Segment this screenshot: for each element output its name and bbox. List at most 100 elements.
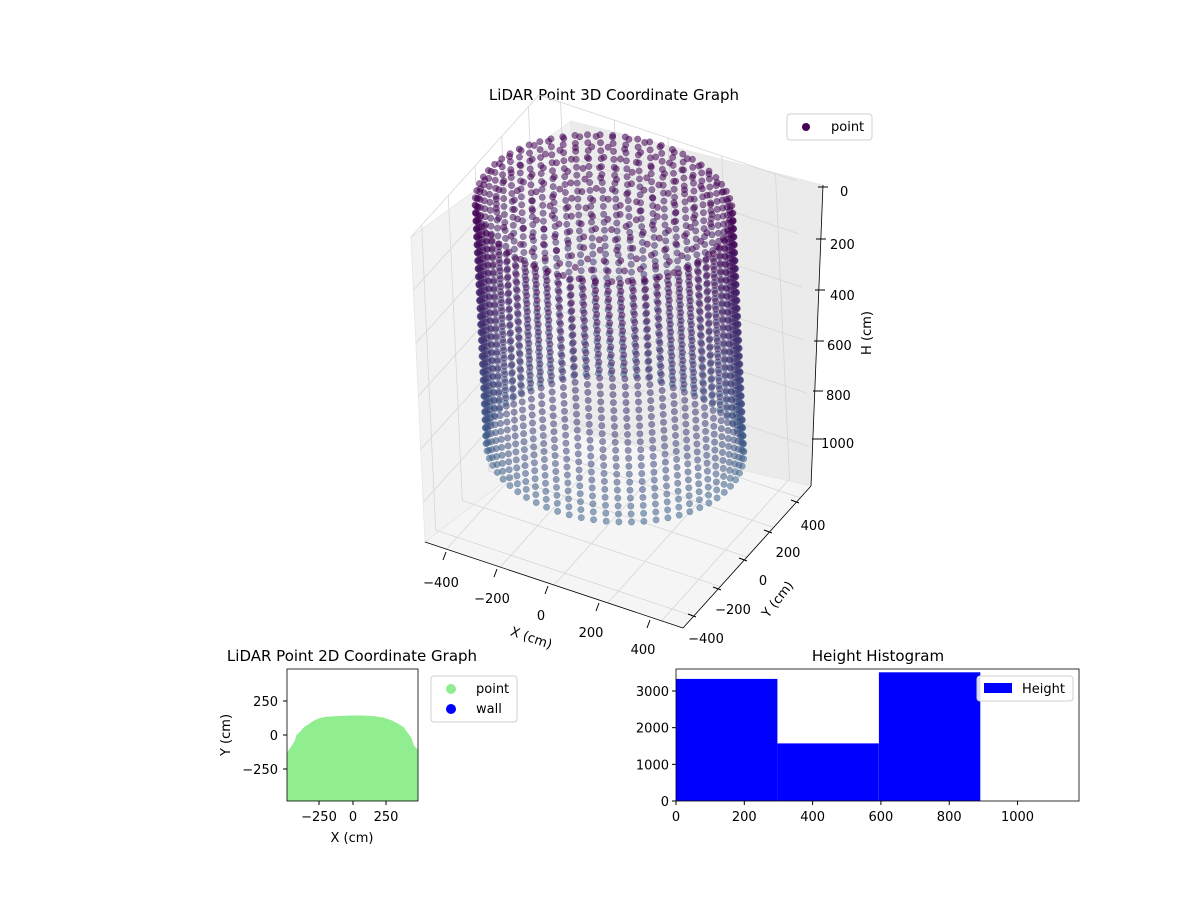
legend-3d: point (786, 113, 873, 141)
data-point-3d (495, 396, 503, 404)
data-point-3d (703, 467, 711, 475)
data-point-3d (646, 381, 654, 389)
data-point-3d (688, 337, 696, 344)
data-point-3d (670, 408, 678, 416)
x-axis-line (424, 541, 684, 629)
data-point-3d (642, 285, 649, 293)
data-point-3d (548, 380, 556, 388)
data-point-3d (582, 349, 590, 357)
data-point-3d (582, 357, 590, 365)
data-point-3d (530, 459, 538, 467)
data-point-3d (581, 333, 589, 341)
data-point-3d (678, 252, 686, 260)
data-point-3d (666, 312, 674, 320)
data-point-3d (575, 458, 583, 466)
data-point-3d (532, 280, 540, 288)
data-point-3d (652, 508, 660, 516)
data-point-3d (548, 211, 556, 219)
data-point-3d (625, 135, 633, 143)
data-point-3d (488, 237, 496, 244)
data-point-3d (521, 260, 529, 268)
data-point-3d (656, 143, 664, 151)
data-point-3d (611, 438, 619, 446)
data-point-3d (566, 227, 574, 235)
data-point-3d (712, 462, 720, 470)
data-point-3d (672, 208, 680, 216)
data-point-3d (721, 363, 729, 371)
data-point-3d (705, 327, 713, 335)
data-point-3d (531, 475, 539, 483)
data-point-3d (527, 379, 535, 387)
data-point-3d (703, 271, 711, 279)
data-point-3d (493, 340, 501, 348)
data-point-3d (587, 468, 595, 476)
data-point-3d (622, 157, 630, 165)
data-point-3d (729, 209, 737, 217)
data-point-3d (491, 292, 499, 300)
data-point-3d (628, 168, 636, 176)
data-point-3d (588, 234, 596, 242)
data-point-3d (724, 419, 732, 427)
data-point-3d (635, 414, 643, 422)
data-point-3d (508, 360, 516, 368)
data-point-3d (628, 180, 635, 188)
data-point-3d (718, 299, 726, 307)
data-point-3d (570, 355, 578, 362)
x-axis-label-2d: X (cm) (331, 831, 374, 846)
data-point-3d (502, 242, 510, 250)
data-point-3d (698, 340, 706, 348)
data-point-3d (514, 302, 522, 310)
grid-line (410, 94, 798, 238)
data-point-3d (522, 470, 529, 477)
data-point-3d (524, 324, 532, 331)
data-point-3d (610, 407, 618, 415)
data-point-3d (526, 355, 534, 363)
data-point-3d (608, 226, 616, 234)
data-point-3d (705, 311, 713, 319)
data-point-3d (613, 246, 621, 254)
data-point-3d (713, 486, 721, 494)
data-point-3d (699, 209, 707, 217)
data-point-3d (623, 165, 631, 173)
data-point-3d (583, 153, 591, 161)
data-point-3d (661, 450, 669, 458)
data-point-3d (719, 449, 726, 456)
y-tick-label: 200 (776, 546, 801, 561)
data-point-3d (700, 388, 708, 396)
data-point-3d (621, 367, 628, 375)
data-point-3d (663, 482, 670, 490)
data-point-3d (597, 147, 605, 155)
data-point-3d (713, 494, 721, 502)
y-axis-line (682, 485, 812, 629)
data-point-3d (613, 478, 621, 486)
data-point-3d (676, 293, 684, 301)
data-point-3d (520, 446, 528, 454)
data-point-3d (557, 328, 565, 336)
data-point-3d (625, 213, 633, 220)
data-point-3d (507, 329, 514, 337)
data-point-3d (681, 206, 689, 214)
data-point-3d (725, 442, 733, 450)
data-point-3d (617, 295, 625, 303)
data-point-3d (643, 240, 651, 248)
data-point-3d (726, 474, 734, 482)
legend-2d: point wall (430, 675, 518, 723)
data-point-3d (536, 146, 544, 154)
data-point-3d (584, 388, 592, 396)
data-point-3d (636, 438, 644, 446)
data-point-3d (726, 216, 734, 224)
data-point-3d (657, 355, 665, 363)
data-point-3d (627, 252, 635, 260)
data-point-3d (707, 351, 714, 359)
data-point-3d (711, 438, 719, 446)
data-point-3d (651, 492, 659, 500)
z-tick-label: 800 (826, 389, 851, 404)
data-point-3d (568, 307, 576, 315)
data-point-3d (721, 371, 729, 379)
data-point-3d (510, 408, 518, 416)
data-point-3d (573, 418, 581, 426)
data-point-3d (505, 466, 513, 474)
data-point-3d (592, 287, 600, 294)
data-point-3d (550, 428, 558, 436)
data-point-3d (714, 353, 722, 361)
